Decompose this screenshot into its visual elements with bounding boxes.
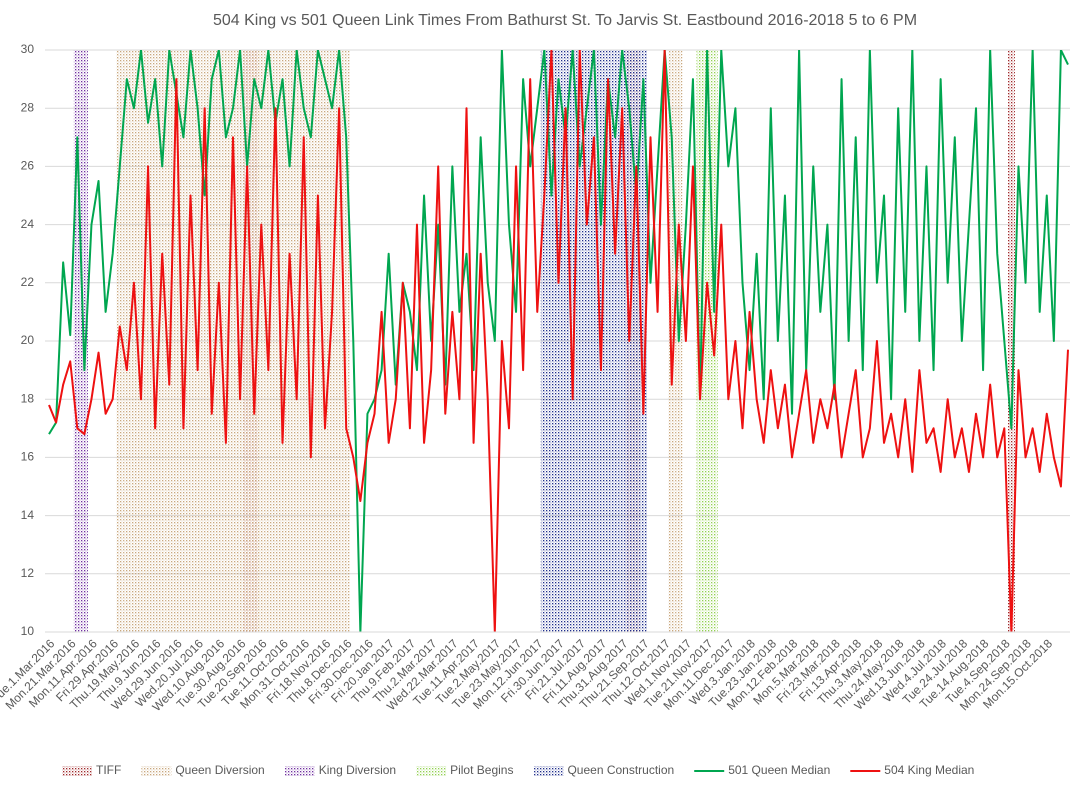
band-bar	[144, 50, 152, 632]
legend-label: 501 Queen Median	[728, 763, 830, 777]
y-tick-label: 24	[21, 217, 35, 231]
y-tick-label: 10	[21, 624, 35, 638]
y-tick-label: 16	[21, 450, 35, 464]
y-tick-label: 12	[21, 566, 35, 580]
legend-swatch	[416, 766, 447, 776]
band-bar	[696, 50, 704, 632]
y-tick-label: 20	[21, 333, 35, 347]
legend-label: King Diversion	[319, 763, 396, 777]
band-bar	[236, 50, 244, 632]
band-bar	[703, 50, 711, 632]
band-bar	[73, 50, 81, 632]
y-tick-label: 26	[21, 159, 35, 173]
legend-swatch	[284, 766, 315, 776]
band-bar	[278, 50, 287, 632]
band-bar	[130, 50, 138, 632]
legend-label: Queen Construction	[567, 763, 674, 777]
band-bar	[293, 50, 301, 632]
band-bar	[208, 50, 216, 632]
band-bar	[165, 50, 173, 632]
y-tick-label: 22	[21, 275, 35, 289]
band-bar	[335, 50, 343, 632]
band-bar	[243, 50, 251, 632]
band-bar	[201, 50, 209, 632]
band-bar	[172, 50, 180, 632]
band-bar	[639, 50, 647, 632]
y-tick-label: 30	[21, 42, 35, 56]
band-bar	[229, 50, 237, 632]
y-tick-label: 14	[21, 508, 35, 522]
band-bar	[342, 50, 350, 632]
legend-swatch	[141, 766, 172, 776]
band-bar	[547, 50, 555, 632]
band-bar	[222, 50, 230, 632]
y-tick-label: 18	[21, 391, 35, 405]
legend-label: Queen Diversion	[175, 763, 264, 777]
band-bar	[1007, 50, 1015, 632]
band-bar	[158, 50, 166, 632]
band-bar	[271, 50, 279, 632]
legend-swatch	[533, 766, 564, 776]
chart-title: 504 King vs 501 Queen Link Times From Ba…	[213, 12, 917, 29]
band-bar	[618, 50, 626, 632]
band-bar	[328, 50, 336, 632]
plot-area	[48, 50, 1069, 632]
band-bar	[179, 50, 187, 632]
y-tick-label: 28	[21, 100, 35, 114]
band-bar	[151, 50, 159, 632]
band-bar	[186, 50, 195, 632]
band-bar	[321, 50, 329, 632]
band-bar	[250, 50, 258, 632]
band-bar	[300, 50, 308, 632]
band-bar	[540, 50, 548, 632]
band-bar	[137, 50, 145, 632]
band-bar	[123, 50, 131, 632]
legend-label: 504 King Median	[884, 763, 974, 777]
band-bar	[604, 50, 612, 632]
band-bar	[583, 50, 591, 632]
band-bar	[314, 50, 322, 632]
legend-label: TIFF	[96, 763, 121, 777]
band-bar	[611, 50, 619, 632]
band-bar	[307, 50, 315, 632]
series-line	[48, 50, 1069, 632]
band-bar	[576, 50, 584, 632]
band-bar	[562, 50, 570, 632]
legend-swatch	[62, 766, 92, 776]
series-line	[48, 50, 1069, 632]
band-bar	[257, 50, 265, 632]
band-bar	[632, 50, 640, 632]
band-bar	[554, 50, 563, 632]
band-bar	[116, 50, 124, 632]
band-bar	[569, 50, 577, 632]
band-bar	[590, 50, 598, 632]
band-bar	[286, 50, 294, 632]
band-bar	[215, 50, 223, 632]
legend-label: Pilot Begins	[450, 763, 513, 777]
